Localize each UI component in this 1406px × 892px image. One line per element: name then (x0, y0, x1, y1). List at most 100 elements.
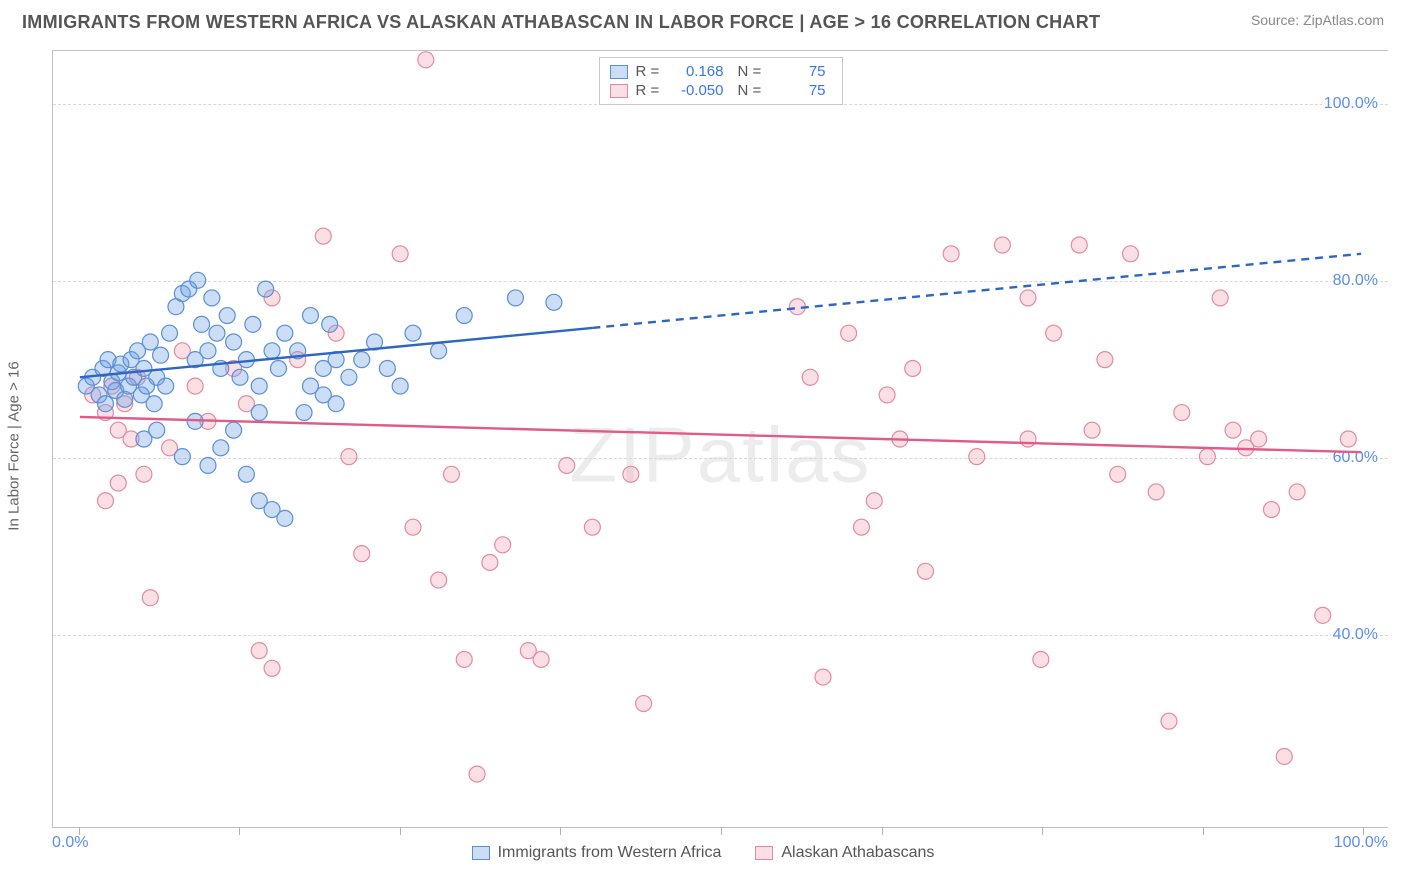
y-axis-title: In Labor Force | Age > 16 (6, 361, 23, 530)
source-name: ZipAtlas.com (1303, 12, 1384, 28)
data-point (584, 519, 600, 535)
legend-swatch (755, 846, 773, 860)
data-point (1071, 237, 1087, 253)
data-point (546, 294, 562, 310)
data-point (110, 475, 126, 491)
data-point (187, 378, 203, 394)
data-point (918, 563, 934, 579)
correlation-legend-row: R = -0.050 N = 75 (610, 81, 832, 100)
data-point (142, 590, 158, 606)
data-point (264, 660, 280, 676)
data-point (200, 457, 216, 473)
data-point (264, 343, 280, 359)
data-point (866, 493, 882, 509)
data-point (251, 405, 267, 421)
data-point (315, 228, 331, 244)
data-point (853, 519, 869, 535)
data-point (802, 369, 818, 385)
data-point (508, 290, 524, 306)
data-point (277, 510, 293, 526)
trend-line-dashed (592, 254, 1361, 328)
data-point (1110, 466, 1126, 482)
data-point (482, 554, 498, 570)
data-point (226, 334, 242, 350)
data-point (994, 237, 1010, 253)
data-point (1212, 290, 1228, 306)
series-legend-label: Alaskan Athabascans (781, 844, 934, 862)
data-point (841, 325, 857, 341)
data-point (1046, 325, 1062, 341)
data-point (146, 396, 162, 412)
data-point (238, 466, 254, 482)
correlation-legend: R =0.168N =75R = -0.050 N = 75 (599, 57, 843, 105)
data-point (149, 422, 165, 438)
data-point (1020, 290, 1036, 306)
data-point (270, 360, 286, 376)
data-point (245, 316, 261, 332)
data-point (354, 352, 370, 368)
data-point (277, 325, 293, 341)
data-point (623, 466, 639, 482)
data-point (226, 422, 242, 438)
data-point (1340, 431, 1356, 447)
series-legend-item: Immigrants from Western Africa (472, 844, 722, 862)
data-point (194, 316, 210, 332)
data-point (232, 369, 248, 385)
data-point (190, 272, 206, 288)
data-point (303, 308, 319, 324)
data-point (213, 440, 229, 456)
legend-swatch (610, 65, 628, 79)
series-legend-label: Immigrants from Western Africa (498, 844, 722, 862)
legend-swatch (472, 846, 490, 860)
data-point (1263, 502, 1279, 518)
data-point (251, 378, 267, 394)
data-point (392, 246, 408, 262)
data-point (174, 449, 190, 465)
legend-r-label: R = (636, 63, 664, 80)
data-point (97, 493, 113, 509)
data-point (431, 572, 447, 588)
data-point (456, 651, 472, 667)
data-point (328, 396, 344, 412)
legend-n-label: N = (738, 82, 766, 99)
data-point (158, 378, 174, 394)
data-point (1084, 422, 1100, 438)
trend-line-solid (80, 417, 1361, 452)
data-point (153, 347, 169, 363)
data-point (392, 378, 408, 394)
legend-n-label: N = (738, 63, 766, 80)
source-prefix: Source: (1251, 12, 1303, 28)
series-legend: Immigrants from Western Africa Alaskan At… (0, 844, 1406, 862)
source-attribution: Source: ZipAtlas.com (1251, 12, 1384, 28)
data-point (943, 246, 959, 262)
data-point (341, 369, 357, 385)
scatter-plot-svg (53, 51, 1388, 827)
data-point (1251, 431, 1267, 447)
data-point (456, 308, 472, 324)
data-point (1148, 484, 1164, 500)
data-point (97, 396, 113, 412)
data-point (1225, 422, 1241, 438)
legend-r-label: R = (636, 82, 664, 99)
series-legend-item: Alaskan Athabascans (755, 844, 934, 862)
data-point (209, 325, 225, 341)
legend-r-value: -0.050 (672, 82, 730, 99)
data-point (533, 651, 549, 667)
data-point (341, 449, 357, 465)
data-point (879, 387, 895, 403)
data-point (469, 766, 485, 782)
data-point (1174, 405, 1190, 421)
data-point (296, 405, 312, 421)
data-point (1020, 431, 1036, 447)
data-point (443, 466, 459, 482)
legend-swatch (610, 84, 628, 98)
data-point (969, 449, 985, 465)
correlation-legend-row: R =0.168N =75 (610, 62, 832, 81)
chart-plot-area: ZIPatlas 40.0%60.0%80.0%100.0% R =0.168N… (52, 50, 1388, 828)
data-point (905, 360, 921, 376)
data-point (1097, 352, 1113, 368)
chart-title: IMMIGRANTS FROM WESTERN AFRICA VS ALASKA… (22, 12, 1100, 33)
legend-n-value: 75 (774, 82, 832, 99)
data-point (322, 316, 338, 332)
data-point (200, 343, 216, 359)
